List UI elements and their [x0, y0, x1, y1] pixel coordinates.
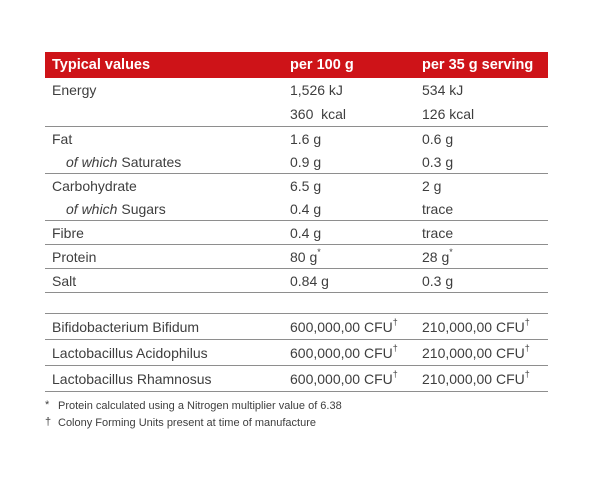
value-per-100g: 600,000,00 CFU†	[290, 342, 398, 361]
table-row-energy-kcal: 360 kcal 126 kcal	[45, 102, 548, 127]
value-per-35g: 0.3 g	[422, 272, 454, 289]
dagger-marker: †	[524, 368, 530, 379]
value-per-35g: 534 kJ	[422, 82, 464, 98]
row-label: of which Saturates	[45, 154, 290, 170]
row-label: Salt	[45, 273, 290, 289]
table-row-protein: Protein 80 g* 28 g*	[45, 245, 548, 269]
table-row-bifidobacterium-bifidum: Bifidobacterium Bifidum 600,000,00 CFU† …	[45, 314, 548, 340]
value-per-100g: 360 kcal	[290, 106, 347, 122]
table-row-lactobacillus-rhamnosus: Lactobacillus Rhamnosus 600,000,00 CFU† …	[45, 366, 548, 392]
value-per-35g: trace	[422, 224, 454, 241]
header-typical-values: Typical values	[52, 57, 151, 73]
row-label-prefix: of which	[66, 200, 118, 217]
asterisk-marker: *	[317, 246, 321, 257]
value-per-35g: 210,000,00 CFU†	[422, 368, 530, 387]
row-label: Fat	[45, 131, 290, 147]
footnotes: * Protein calculated using a Nitrogen mu…	[45, 398, 548, 432]
row-label-text: Lactobacillus Acidophilus	[52, 344, 208, 361]
row-label-text: Sugars	[121, 200, 166, 217]
header-per-100g: per 100 g	[290, 57, 354, 73]
row-label-text: Fat	[52, 130, 73, 147]
dagger-marker: †	[524, 316, 530, 327]
value-per-100g: 600,000,00 CFU†	[290, 368, 398, 387]
row-label: Bifidobacterium Bifidum	[45, 319, 290, 335]
value-per-100g: 1.6 g	[290, 130, 322, 147]
row-label-text: Salt	[52, 272, 77, 289]
table-row-salt: Salt 0.84 g 0.3 g	[45, 269, 548, 293]
row-label-text: Protein	[52, 248, 97, 265]
footnote-text: Colony Forming Units present at time of …	[58, 417, 317, 429]
row-label: Carbohydrate	[45, 178, 290, 194]
row-label: Fibre	[45, 225, 290, 241]
value-per-35g: 210,000,00 CFU†	[422, 316, 530, 335]
value-per-35g: 210,000,00 CFU†	[422, 342, 530, 361]
row-label-text: Saturates	[121, 153, 182, 170]
value-per-35g: trace	[422, 200, 454, 217]
value-per-35g: 0.6 g	[422, 130, 454, 147]
section-gap	[45, 293, 548, 314]
dagger-marker: †	[392, 316, 398, 327]
asterisk-marker: *	[449, 246, 453, 257]
value-per-100g: 0.4 g	[290, 200, 322, 217]
row-label: Protein	[45, 249, 290, 265]
header-per-35g-serving: per 35 g serving	[422, 57, 534, 73]
table-row-fat: Fat 1.6 g 0.6 g	[45, 127, 548, 150]
value-per-100g: 0.9 g	[290, 153, 322, 170]
row-label: Lactobacillus Rhamnosus	[45, 371, 290, 387]
row-label-text: Bifidobacterium Bifidum	[52, 318, 200, 335]
footnote-cfu: † Colony Forming Units present at time o…	[45, 415, 548, 432]
value-per-100g: 0.84 g	[290, 272, 329, 289]
value-per-100g: 0.4 g	[290, 224, 322, 241]
row-label-text: Lactobacillus Rhamnosus	[52, 370, 212, 387]
asterisk-marker: *	[45, 399, 50, 411]
dagger-marker: †	[45, 416, 52, 428]
value-per-35g: 2 g	[422, 177, 442, 194]
table-row-saturates: of which Saturates 0.9 g 0.3 g	[45, 150, 548, 174]
table-row-carbohydrate: Carbohydrate 6.5 g 2 g	[45, 174, 548, 197]
dagger-marker: †	[524, 342, 530, 353]
row-label: Energy	[45, 82, 290, 98]
row-label: Lactobacillus Acidophilus	[45, 345, 290, 361]
table-row-lactobacillus-acidophilus: Lactobacillus Acidophilus 600,000,00 CFU…	[45, 340, 548, 366]
value-per-100g: 6.5 g	[290, 177, 322, 194]
table-row-fibre: Fibre 0.4 g trace	[45, 221, 548, 245]
table-row-energy-kj: Energy 1,526 kJ 534 kJ	[45, 78, 548, 102]
dagger-marker: †	[392, 342, 398, 353]
value-per-100g: 600,000,00 CFU†	[290, 316, 398, 335]
table-row-sugars: of which Sugars 0.4 g trace	[45, 197, 548, 221]
footnote-text: Protein calculated using a Nitrogen mult…	[58, 400, 342, 412]
value-per-100g: 80 g*	[290, 246, 321, 265]
value-per-100g: 1,526 kJ	[290, 82, 343, 98]
value-per-35g: 126 kcal	[422, 106, 475, 122]
value-per-35g: 0.3 g	[422, 153, 454, 170]
dagger-marker: †	[392, 368, 398, 379]
row-label-text: Energy	[52, 82, 97, 98]
footnote-protein: * Protein calculated using a Nitrogen mu…	[45, 398, 548, 415]
row-label: of which Sugars	[45, 201, 290, 217]
nutrition-table: Typical values per 100 g per 35 g servin…	[45, 52, 548, 392]
row-label-prefix: of which	[66, 153, 118, 170]
row-label-text: Carbohydrate	[52, 177, 137, 194]
value-per-35g: 28 g*	[422, 246, 453, 265]
table-header-row: Typical values per 100 g per 35 g servin…	[45, 52, 548, 78]
row-label-text: Fibre	[52, 224, 84, 241]
